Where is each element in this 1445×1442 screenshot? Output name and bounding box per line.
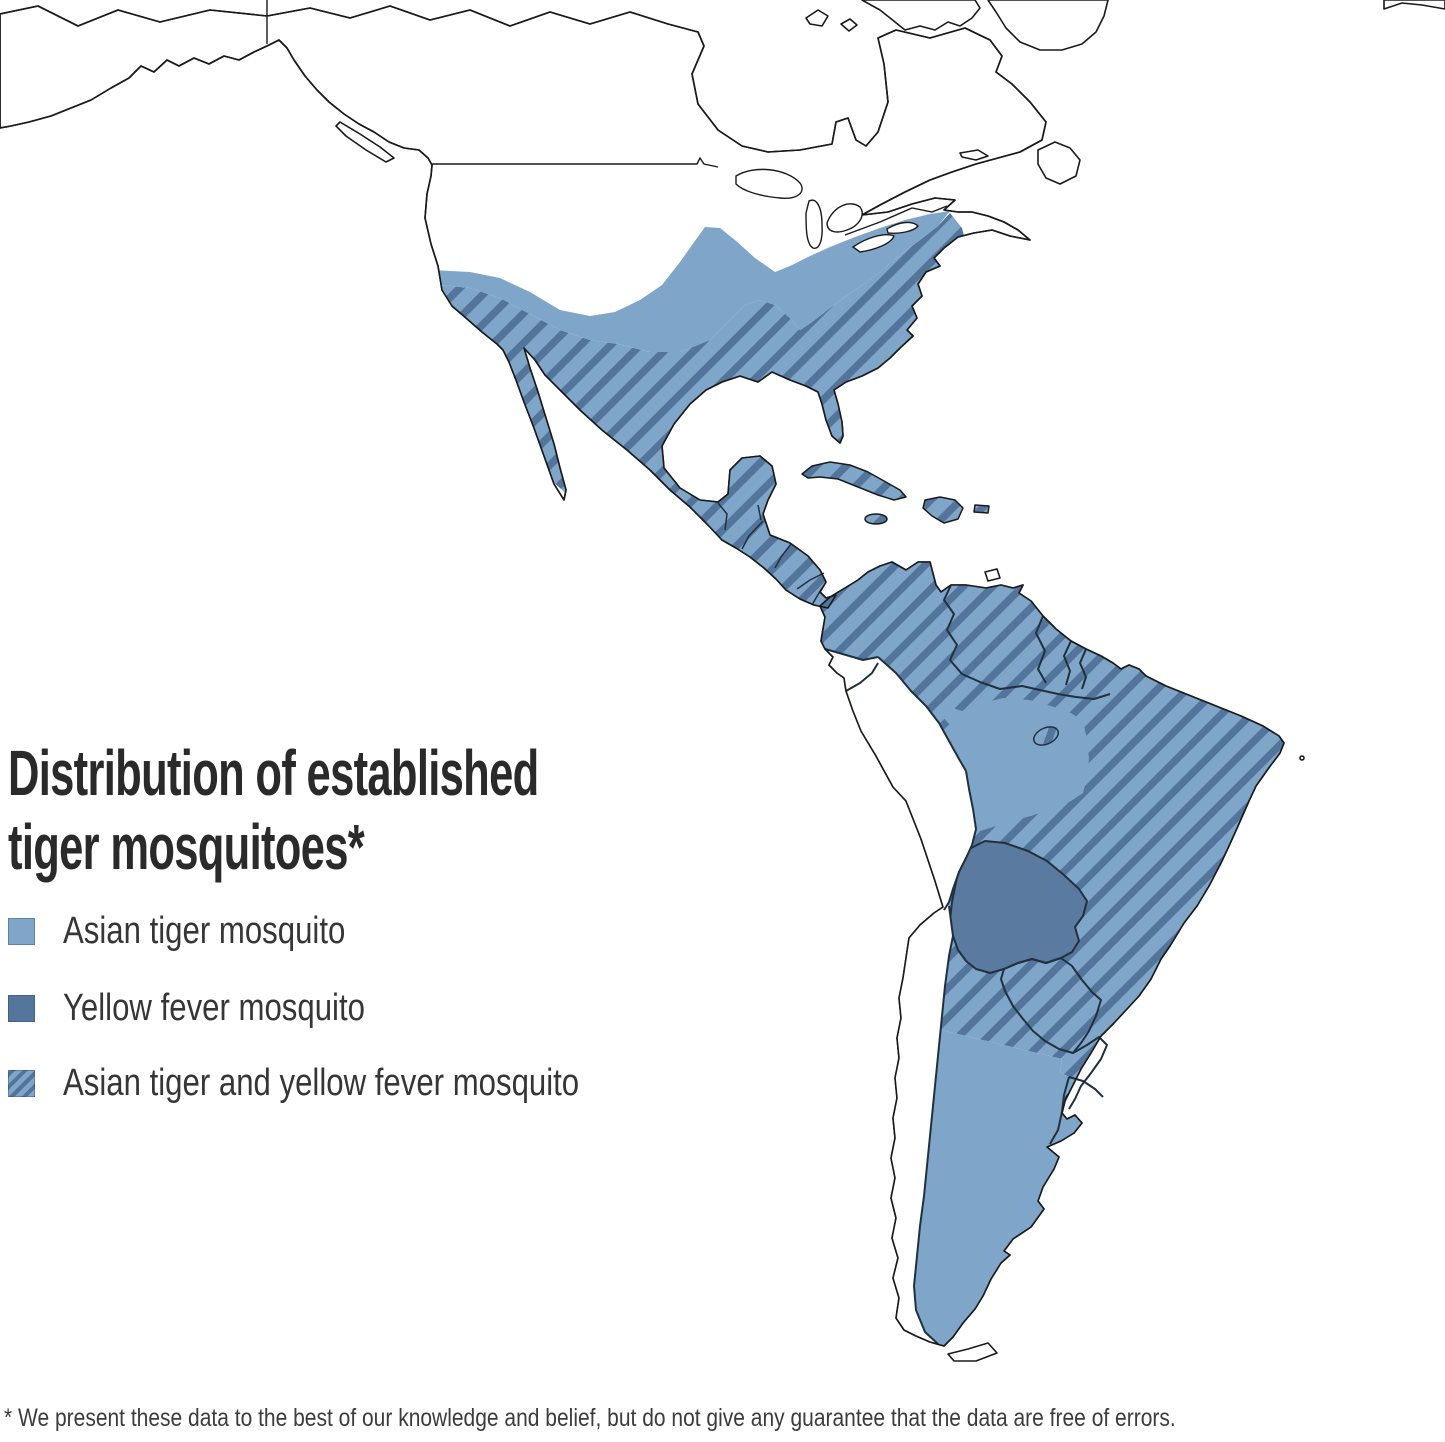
lake-michigan xyxy=(805,199,823,249)
range-tiger-only-band-usa xyxy=(420,211,950,352)
landmass-outlines xyxy=(0,0,1445,1362)
newfoundland-island xyxy=(1037,141,1081,185)
border-peru-brazil xyxy=(965,770,977,846)
legend-label-both-species: Asian tiger and yellow fever mosquito xyxy=(63,1061,580,1104)
legend-swatch-yellow-fever xyxy=(8,994,35,1022)
cuba xyxy=(801,461,907,501)
greenland-northeast-fragment xyxy=(1383,0,1445,10)
border-argentina-brazil xyxy=(1068,1036,1108,1110)
lake-erie xyxy=(851,234,895,253)
lake-superior xyxy=(735,168,803,199)
border-honduras-nicaragua xyxy=(774,543,792,569)
atlantic-islet xyxy=(1299,755,1305,761)
greenland-southwest xyxy=(987,0,1109,51)
border-paraguay xyxy=(1000,957,1102,1054)
lake-ontario xyxy=(886,221,919,234)
legend-label-asian-tiger: Asian tiger mosquito xyxy=(63,909,346,952)
north-america-borders xyxy=(266,0,948,236)
anticosti-island xyxy=(959,149,989,161)
border-chile-argentina xyxy=(913,905,954,1345)
border-usa-canada-west xyxy=(432,156,719,168)
border-ecuador-peru xyxy=(845,662,879,692)
legend-item-both-species: Asian tiger and yellow fever mosquito xyxy=(8,1062,692,1104)
border-venezuela-guyana xyxy=(1035,615,1047,684)
legend-swatch-asian-tiger xyxy=(8,917,35,945)
tierra-del-fuego-island xyxy=(947,1342,998,1362)
border-mexico-guatemala xyxy=(717,502,728,531)
arctic-island-2 xyxy=(840,18,858,32)
border-guatemala-belize xyxy=(757,504,762,521)
hispaniola xyxy=(922,496,964,524)
border-nicaragua-costa-rica xyxy=(796,572,825,590)
border-usa-canada-east xyxy=(844,205,948,236)
legend-item-yellow-fever: Yellow fever mosquito xyxy=(8,987,431,1029)
legend-label-yellow-fever: Yellow fever mosquito xyxy=(63,986,365,1029)
trinidad-island xyxy=(984,568,1001,582)
puerto-rico xyxy=(973,504,990,514)
legend-swatch-both-species xyxy=(8,1069,35,1097)
footnote: * We present these data to the best of o… xyxy=(4,1404,1176,1432)
map-title: Distribution of established tiger mosqui… xyxy=(8,736,539,884)
north-america-coast-stroke xyxy=(0,5,1047,609)
border-guatemala-honduras xyxy=(741,520,764,550)
region-bolivia-yellow-fever xyxy=(949,840,1088,974)
border-venezuela-guyanas-brazil xyxy=(961,673,1111,700)
caribbean-islands xyxy=(801,461,990,525)
south-america-borders xyxy=(824,584,1111,1345)
arctic-island-1 xyxy=(805,9,829,27)
coastline-overlay xyxy=(0,5,1285,1347)
map-title-line2: tiger mosquitoes* xyxy=(8,811,365,883)
great-lakes xyxy=(735,168,919,253)
south-america-coast-stroke xyxy=(819,561,1285,1347)
lake-huron xyxy=(826,203,863,233)
border-guyana-suriname xyxy=(1063,640,1072,686)
border-colombia-peru xyxy=(877,656,967,772)
vancouver-island xyxy=(335,121,395,163)
border-peru-bolivia xyxy=(943,844,973,911)
jamaica xyxy=(864,513,888,525)
hatch-patch-amazon xyxy=(1032,726,1060,746)
map-title-line1: Distribution of established xyxy=(8,737,539,809)
border-colombia-venezuela xyxy=(943,584,963,675)
baffin-island xyxy=(861,0,981,31)
border-suriname-french-guiana xyxy=(1079,648,1087,690)
legend-item-asian-tiger: Asian tiger mosquito xyxy=(8,910,407,952)
central-america-borders xyxy=(717,502,825,606)
south-america-range xyxy=(820,562,1284,1346)
border-colombia-ecuador xyxy=(824,648,879,661)
